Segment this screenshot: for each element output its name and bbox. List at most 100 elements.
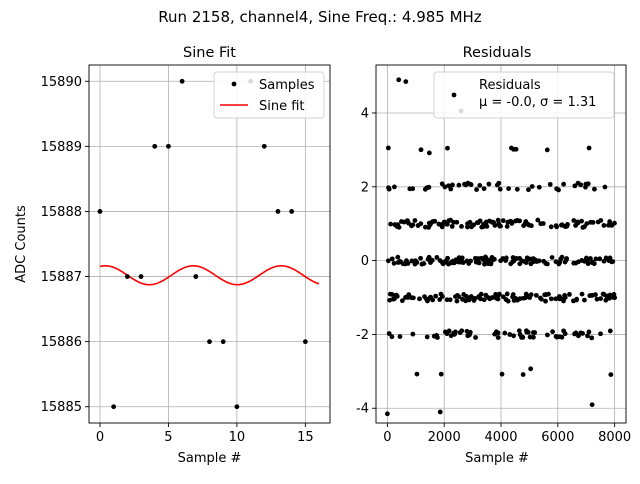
sine-fit-ylabel: ADC Counts [14,205,29,283]
residual-point [553,296,559,302]
residual-point [571,218,577,223]
sample-point [193,274,199,279]
residual-point [385,258,391,264]
residual-point [516,328,522,334]
residual-point [468,258,474,264]
residual-point [559,334,565,340]
residual-point [454,219,460,225]
residual-point [429,257,435,263]
residual-point [554,224,560,230]
residual-point [531,334,536,340]
residuals-ytick-label: 0 [361,254,369,269]
residual-point [536,184,542,190]
residual-point [504,224,510,229]
residual-point [414,371,420,377]
residual-point [507,332,513,337]
residual-point [492,223,498,228]
residual-point [391,260,397,266]
residual-point [505,298,511,304]
residual-point [607,255,613,261]
residual-point [520,372,526,377]
residual-point [601,223,607,228]
residual-point [409,258,415,264]
legend-residuals-label: Residuals [479,78,541,93]
residual-point [491,256,497,262]
sample-point [220,339,226,345]
residual-point [579,291,585,297]
residual-point [543,298,548,304]
residual-point [446,328,452,334]
residual-point [486,181,492,187]
residual-point [467,219,473,225]
residual-point [430,297,436,303]
sample-point [97,209,103,214]
residual-point [481,186,487,192]
sample-point [124,274,130,279]
residuals-legend: Residuals μ = -0.0, σ = 1.31 [433,71,615,119]
residual-point [582,297,587,303]
residual-point [594,296,600,302]
residual-point [593,256,599,262]
residual-point [509,221,515,226]
residual-point [481,297,487,303]
residual-point [473,335,478,340]
residual-point [529,184,535,189]
residual-point [526,187,531,193]
residual-point [550,329,555,335]
sine-fit-title: Sine Fit [183,45,236,61]
residual-point [445,145,450,151]
residual-point [474,187,479,192]
residual-point [439,294,445,299]
residual-point [445,255,450,261]
residual-point [414,260,420,265]
residuals-title: Residuals [463,45,532,61]
residual-point [389,334,395,340]
residual-point [495,296,501,302]
residuals-ytick-label: 2 [361,180,369,195]
legend-samples-marker [231,81,237,87]
residual-point [591,261,597,267]
residual-point [547,181,553,187]
residual-point [397,334,403,339]
residual-point [497,291,502,297]
residual-point [459,328,465,334]
residual-point [502,330,508,336]
residuals-ytick-label: -2 [356,328,369,343]
sample-point [138,274,144,279]
residual-point [405,261,411,266]
residual-point [410,331,416,337]
residual-point [607,328,613,334]
residual-point [538,296,544,302]
residual-point [585,333,590,339]
residual-point [532,330,538,335]
sine-fit-line [99,265,320,286]
residual-point [549,255,555,260]
residual-point [447,297,453,303]
sample-point [275,209,281,214]
residual-point [426,150,432,156]
sine-fit-xtick-label: 15 [297,430,314,445]
residual-point [580,331,585,336]
residual-point [535,217,541,223]
sine-fit-ytick-label: 15890 [41,75,82,90]
residual-point [510,292,516,297]
residual-point [584,221,590,226]
residual-point [439,181,445,187]
residual-point [499,371,505,377]
legend-samples-label: Samples [259,78,315,93]
residual-point [454,298,460,304]
residual-point [513,146,519,152]
residual-point [585,181,591,187]
residual-point [495,330,501,336]
residual-point [612,295,618,301]
residual-point [456,294,462,300]
residuals-xtick-label: 6000 [541,430,574,445]
residual-point [396,224,402,230]
residual-point [417,296,422,302]
sample-point [234,404,240,410]
residual-point [586,329,592,335]
residual-point [453,329,458,335]
residual-point [394,293,400,299]
residual-point [460,260,466,265]
residual-point [536,258,542,264]
